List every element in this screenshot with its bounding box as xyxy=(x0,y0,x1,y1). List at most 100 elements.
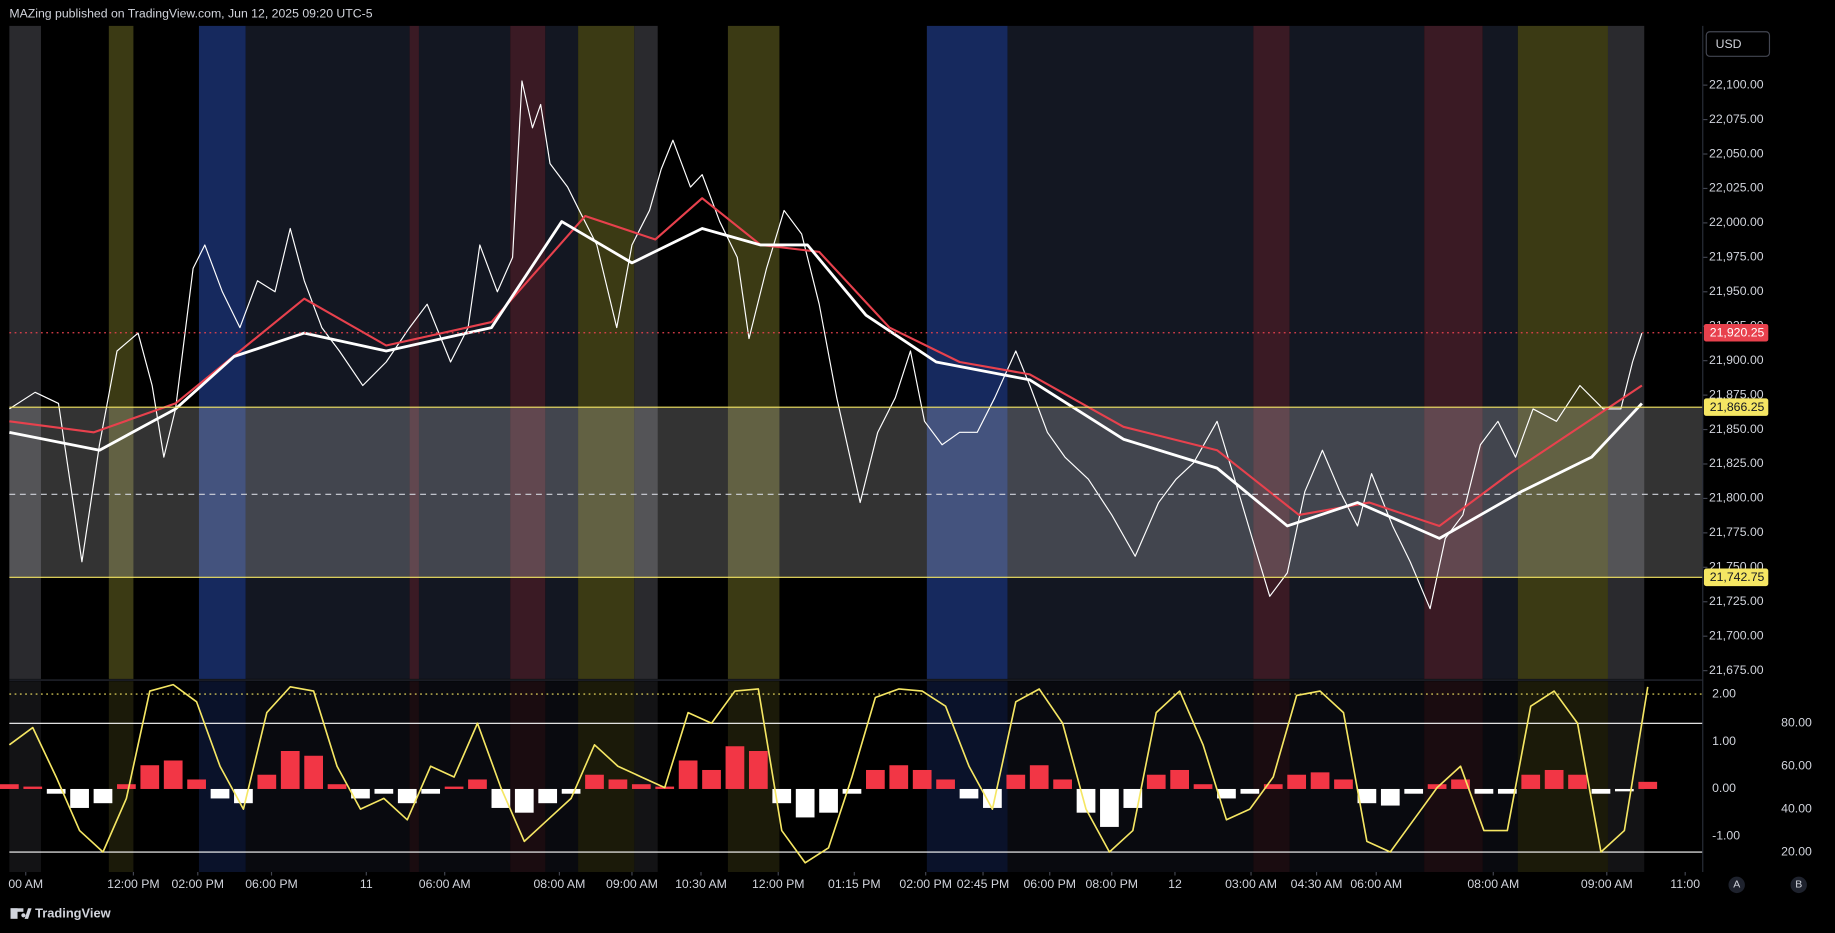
session-band xyxy=(1517,25,1608,679)
x-tick-label: 12:00 PM xyxy=(107,877,160,891)
session-band xyxy=(727,25,780,679)
y-tick-label: 21,675.00 xyxy=(1709,663,1764,677)
session-band-lower xyxy=(1607,681,1645,873)
x-tick-label: 00 AM xyxy=(8,877,43,891)
histogram-bar xyxy=(468,779,487,789)
histogram-bar xyxy=(561,788,581,794)
histogram-bar xyxy=(1638,781,1658,789)
session-band xyxy=(578,25,635,679)
y-tick-label: 21,950.00 xyxy=(1709,284,1764,298)
session-band-lower xyxy=(926,681,1008,873)
histogram-bar xyxy=(1310,772,1330,789)
button-circle[interactable] xyxy=(1728,876,1745,894)
y-tick-label: 21,875.00 xyxy=(1709,387,1764,401)
session-band-lower xyxy=(108,681,134,873)
button[interactable]: B xyxy=(1795,879,1802,891)
histogram-bar xyxy=(374,788,394,794)
x-tick-label: 04:30 AM xyxy=(1291,877,1343,891)
session-band xyxy=(409,25,419,679)
histogram-bar xyxy=(585,774,604,789)
y-tick-label: 22,075.00 xyxy=(1709,112,1764,126)
level-label-box xyxy=(1703,568,1769,587)
y-tick-label: -1.00 xyxy=(1712,829,1740,843)
histogram-bar xyxy=(702,769,721,789)
histogram-bar xyxy=(983,788,1002,808)
session-band xyxy=(1424,25,1483,679)
x-tick-label: 11:00 xyxy=(1670,877,1700,891)
x-tick-label: 02:45 PM xyxy=(957,877,1010,891)
session-band xyxy=(545,25,579,679)
histogram-bar xyxy=(1100,788,1119,827)
session-band-lower xyxy=(198,681,246,873)
level-zone xyxy=(9,407,1703,578)
histogram-bar xyxy=(1591,788,1611,794)
histogram-bar xyxy=(444,786,464,789)
x-tick-label: 08:00 PM xyxy=(1086,877,1139,891)
histogram-bar xyxy=(1053,779,1072,789)
x-tick-label: 09:00 AM xyxy=(606,877,658,891)
y2-tick-label: 20.00 xyxy=(1781,844,1812,858)
histogram-bar xyxy=(1029,765,1049,789)
histogram-bar xyxy=(23,786,43,789)
button-circle[interactable] xyxy=(1790,876,1807,894)
histogram-bar xyxy=(1568,774,1587,789)
y-tick-label: 21,725.00 xyxy=(1709,594,1764,608)
y-tick-label: 21,975.00 xyxy=(1709,250,1764,264)
histogram-bar xyxy=(678,760,698,789)
chart-title: MAZing published on TradingView.com, Jun… xyxy=(9,6,372,20)
session-band-lower xyxy=(1424,681,1483,873)
histogram-bar xyxy=(1334,779,1353,789)
histogram-bar xyxy=(936,779,955,789)
histogram-bar xyxy=(351,788,370,799)
histogram-bar xyxy=(46,788,66,794)
histogram-bar xyxy=(1544,769,1564,789)
x-tick-label: 08:00 AM xyxy=(1467,877,1519,891)
session-band-lower xyxy=(418,681,511,873)
histogram-bar xyxy=(1404,788,1424,794)
session-band xyxy=(1253,25,1290,679)
x-tick-label: 10:30 AM xyxy=(675,877,727,891)
histogram-bar xyxy=(1451,779,1470,789)
button[interactable]: A xyxy=(1733,879,1740,891)
session-band-lower xyxy=(545,681,579,873)
y-tick-label: 22,100.00 xyxy=(1709,77,1764,91)
session-band xyxy=(418,25,511,679)
y2-tick-label: 80.00 xyxy=(1781,716,1812,730)
session-band xyxy=(245,25,410,679)
y-tick-label: 21,800.00 xyxy=(1709,491,1764,505)
y-tick-label: 21,900.00 xyxy=(1709,353,1764,367)
session-band-lower xyxy=(1253,681,1290,873)
logo-part xyxy=(21,913,26,918)
histogram-bar xyxy=(70,788,89,808)
histogram-bar xyxy=(304,755,323,789)
histogram-bar xyxy=(866,769,885,789)
session-band xyxy=(634,25,658,679)
level-label: 21,742.75 xyxy=(1710,570,1765,584)
x-tick-label: 06:00 PM xyxy=(1023,877,1076,891)
level-label: 21,920.25 xyxy=(1710,326,1765,340)
histogram-bar xyxy=(1474,788,1494,794)
y-tick-label: 1.00 xyxy=(1712,734,1736,748)
session-band-lower xyxy=(409,681,419,873)
histogram-bar xyxy=(631,784,651,789)
histogram-bar xyxy=(725,746,745,789)
background-layer xyxy=(9,25,1703,873)
histogram-bar xyxy=(140,765,160,789)
histogram-bar xyxy=(421,788,441,794)
session-band-lower xyxy=(1482,681,1518,873)
y2-tick-label: 40.00 xyxy=(1781,801,1812,815)
session-band-lower xyxy=(634,681,658,873)
histogram-bar xyxy=(1170,769,1190,789)
y-tick-label: 0.00 xyxy=(1712,781,1736,795)
x-tick-label: 01:15 PM xyxy=(828,877,881,891)
session-band xyxy=(1482,25,1518,679)
session-band-lower xyxy=(1289,681,1425,873)
histogram-bar xyxy=(1193,784,1213,789)
y-tick-label: 21,700.00 xyxy=(1709,628,1764,642)
histogram-bar xyxy=(1146,774,1166,789)
y-tick-label: 22,000.00 xyxy=(1709,215,1764,229)
brand-logo xyxy=(10,908,32,919)
x-tick-label: 06:00 AM xyxy=(1350,877,1402,891)
